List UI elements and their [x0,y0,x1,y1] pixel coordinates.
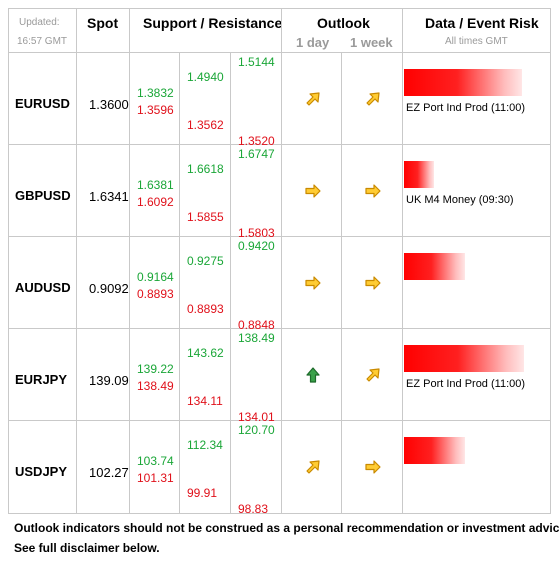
grid-line [179,53,180,513]
currency-pair: GBPUSD [15,188,71,203]
resistance-1: 1.3832 [137,86,174,100]
resistance-2: 143.62 [187,346,224,360]
resistance-1: 103.74 [137,454,174,468]
support-2: 134.11 [187,394,223,408]
resistance-1: 1.6381 [137,178,174,192]
grid-line [230,53,231,513]
resistance-3: 120.70 [238,423,275,437]
outlook-header: Outlook [317,15,370,31]
support-2: 99.91 [187,486,218,500]
grid-line [281,9,282,513]
grid-line [341,53,342,513]
support-1: 0.8893 [137,287,174,301]
row-divider [9,328,550,329]
grid-line [76,9,77,513]
spot-price: 1.3600 [89,97,129,112]
row-divider [9,144,550,145]
resistance-3: 0.9420 [238,239,275,253]
resistance-1: 0.9164 [137,270,174,284]
arrow-up-icon [304,366,322,384]
arrow-up-right-icon [304,458,322,476]
updated-time: 16:57 GMT [17,36,68,47]
spot-header: Spot [87,15,119,31]
currency-pair: USDJPY [15,464,68,479]
table-header: Updated: 16:57 GMT Spot Support / Resist… [9,9,550,53]
disclaimer-line-1: Outlook indicators should not be constru… [14,521,560,535]
support-1: 101.31 [137,471,174,485]
support-2: 0.8893 [187,302,224,316]
times-gmt-note: All times GMT [445,36,508,47]
spot-price: 139.09 [89,373,129,388]
support-1: 138.49 [137,379,174,393]
event-risk-bar [404,437,465,464]
event-risk-bar [404,69,522,96]
arrow-right-icon [364,182,382,200]
arrow-right-icon [304,274,322,292]
support-3: 0.8848 [238,318,275,332]
currency-pair: AUDUSD [15,280,71,295]
grid-line [129,9,130,513]
disclaimer-line-2: See full disclaimer below. [14,541,160,555]
support-3: 134.01 [238,410,275,424]
support-3: 1.5803 [238,226,275,240]
resistance-3: 1.5144 [238,55,275,69]
support-1: 1.3596 [137,103,174,117]
grid-line [402,9,403,513]
data-event-risk-header: Data / Event Risk [425,15,539,31]
resistance-2: 1.4940 [187,70,224,84]
support-3: 98.83 [238,502,269,516]
arrow-up-right-icon [364,366,382,384]
resistance-3: 1.6747 [238,147,275,161]
updated-label: Updated: [19,17,60,28]
arrow-right-icon [364,274,382,292]
support-2: 1.3562 [187,118,224,132]
event-label: EZ Port Ind Prod (11:00) [406,102,526,114]
event-risk-bar [404,345,524,372]
arrow-right-icon [304,182,322,200]
arrow-up-right-icon [304,90,322,108]
support-resistance-header: Support / Resistance [143,15,283,31]
row-divider [9,236,550,237]
resistance-1: 139.22 [137,362,174,376]
event-risk-bar [404,161,434,188]
currency-pair: EURUSD [15,96,70,111]
support-3: 1.3520 [238,134,275,148]
arrow-up-right-icon [364,90,382,108]
resistance-2: 0.9275 [187,254,224,268]
support-1: 1.6092 [137,195,174,209]
resistance-2: 112.34 [187,438,223,452]
event-label: EZ Port Ind Prod (11:00) [406,378,526,390]
event-label: UK M4 Money (09:30) [406,194,514,206]
outlook-1week-header: 1 week [350,35,393,50]
support-2: 1.5855 [187,210,224,224]
resistance-2: 1.6618 [187,162,224,176]
resistance-3: 138.49 [238,331,275,345]
spot-price: 1.6341 [89,189,129,204]
event-risk-bar [404,253,465,280]
spot-price: 0.9092 [89,281,129,296]
arrow-right-icon [364,458,382,476]
row-divider [9,420,550,421]
forecast-table: Updated: 16:57 GMT Spot Support / Resist… [8,8,551,516]
outlook-1day-header: 1 day [296,35,330,50]
spot-price: 102.27 [89,465,129,480]
currency-pair: EURJPY [15,372,68,387]
